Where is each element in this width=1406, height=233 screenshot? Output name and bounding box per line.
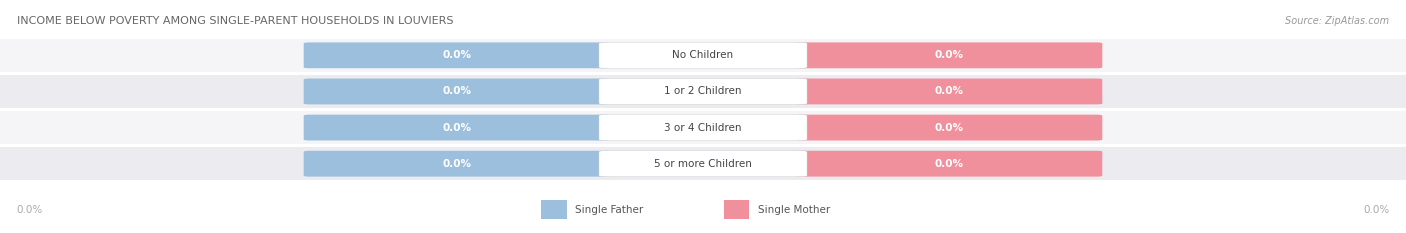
Bar [0, 147, 1406, 180]
FancyBboxPatch shape [796, 151, 1102, 177]
FancyBboxPatch shape [796, 79, 1102, 104]
FancyBboxPatch shape [796, 42, 1102, 68]
Text: 0.0%: 0.0% [935, 50, 963, 60]
Text: 0.0%: 0.0% [443, 50, 471, 60]
Text: 0.0%: 0.0% [443, 86, 471, 96]
Bar [724, 200, 749, 219]
FancyBboxPatch shape [599, 151, 807, 177]
Text: 0.0%: 0.0% [443, 123, 471, 133]
FancyBboxPatch shape [599, 115, 807, 140]
Text: INCOME BELOW POVERTY AMONG SINGLE-PARENT HOUSEHOLDS IN LOUVIERS: INCOME BELOW POVERTY AMONG SINGLE-PARENT… [17, 16, 453, 26]
FancyBboxPatch shape [304, 115, 610, 140]
Text: Single Father: Single Father [575, 205, 644, 215]
FancyBboxPatch shape [304, 42, 610, 68]
Text: Single Mother: Single Mother [758, 205, 830, 215]
FancyBboxPatch shape [796, 115, 1102, 140]
FancyBboxPatch shape [304, 79, 610, 104]
Bar [541, 200, 567, 219]
Text: 3 or 4 Children: 3 or 4 Children [664, 123, 742, 133]
Bar [0, 39, 1406, 72]
FancyBboxPatch shape [304, 151, 610, 177]
Text: 5 or more Children: 5 or more Children [654, 159, 752, 169]
Text: 0.0%: 0.0% [17, 205, 44, 215]
FancyBboxPatch shape [599, 79, 807, 104]
Bar [0, 75, 1406, 108]
Text: Source: ZipAtlas.com: Source: ZipAtlas.com [1285, 16, 1389, 26]
Text: 0.0%: 0.0% [1362, 205, 1389, 215]
Bar [0, 111, 1406, 144]
Text: 0.0%: 0.0% [935, 123, 963, 133]
Text: 0.0%: 0.0% [935, 86, 963, 96]
Text: No Children: No Children [672, 50, 734, 60]
Text: 0.0%: 0.0% [443, 159, 471, 169]
Text: 0.0%: 0.0% [935, 159, 963, 169]
Text: 1 or 2 Children: 1 or 2 Children [664, 86, 742, 96]
FancyBboxPatch shape [599, 42, 807, 68]
